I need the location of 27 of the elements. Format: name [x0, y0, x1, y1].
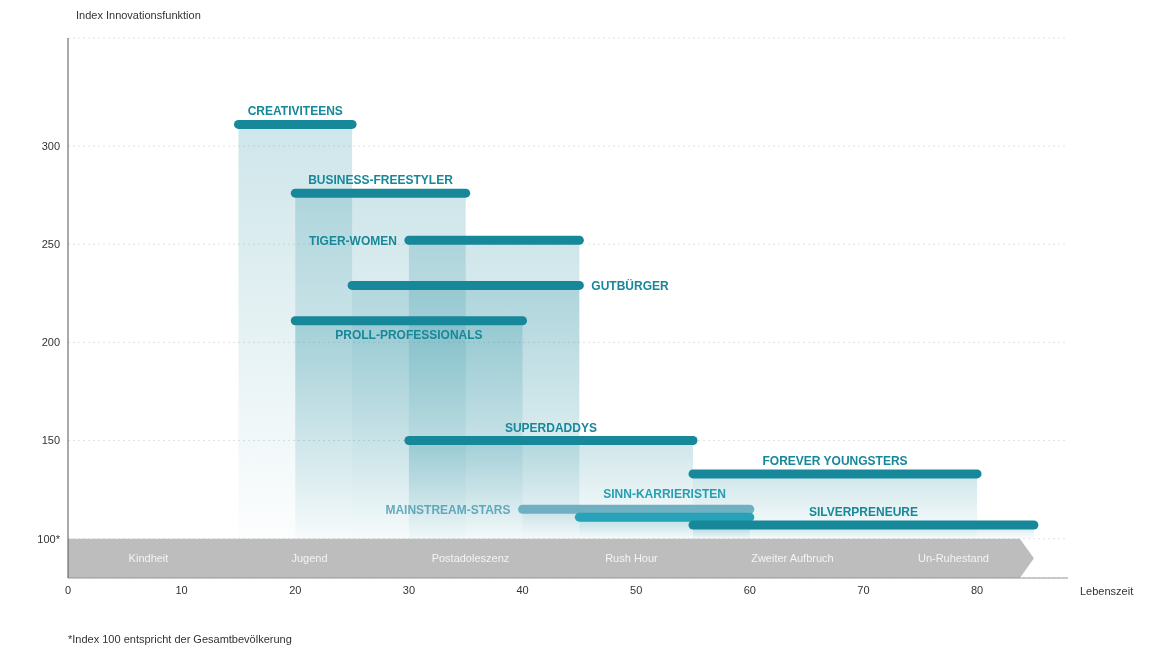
series-label: BUSINESS-FREESTYLER	[308, 173, 454, 188]
series-label: SINN-KARRIERISTEN	[603, 487, 726, 502]
y-tick-label: 300	[41, 139, 60, 152]
series-label: MAINSTREAM-STARS	[385, 503, 511, 518]
y-tick-label: 250	[41, 238, 60, 251]
series-label: CREATIVITEENS	[247, 104, 343, 119]
x-tick-label: 30	[402, 583, 416, 596]
x-tick-label: 40	[516, 583, 529, 596]
x-tick-label: 20	[289, 583, 302, 596]
x-tick-label: 70	[857, 583, 870, 596]
x-axis-title: Lebenszeit	[1080, 585, 1134, 597]
y-tick-label: 200	[41, 336, 60, 349]
y-tick-label: 100*	[37, 532, 61, 545]
x-tick-label: 0	[64, 583, 72, 596]
series-label: GUTBÜRGER	[591, 278, 670, 294]
series-label: PROLL-PROFESSIONALS	[335, 327, 483, 342]
x-tick-label: 80	[970, 583, 984, 596]
series-label: FOREVER YOUNGSTERS	[762, 453, 908, 468]
y-axis-title: Index Innovationsfunktion	[76, 8, 202, 22]
series-label: SILVERPRENEURE	[808, 504, 919, 519]
y-tick-label: 150	[41, 434, 60, 447]
series-label: TIGER-WOMEN	[308, 234, 397, 249]
text: *Index 100 entspricht der Gesamtbevölkerung	[68, 633, 292, 645]
x-tick-label: 60	[743, 583, 756, 596]
x-tick-label: 50	[630, 583, 643, 596]
series-label: SUPERDADDYS	[504, 420, 597, 435]
x-tick-label: 10	[175, 583, 188, 596]
